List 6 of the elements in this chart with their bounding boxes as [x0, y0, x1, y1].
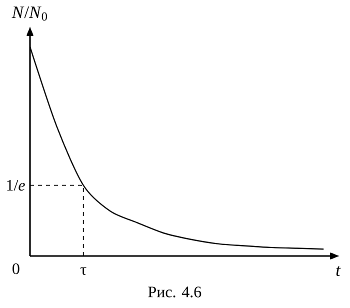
- text: 0: [12, 263, 20, 274]
- text: τ: [80, 267, 86, 275]
- y-axis-title: N/N$_{0}$: [12, 6, 48, 21]
- text: Рис. 4.6: [148, 286, 202, 298]
- ref-line-label: 1/e: [7, 180, 25, 191]
- x-axis-title: t: [336, 266, 341, 276]
